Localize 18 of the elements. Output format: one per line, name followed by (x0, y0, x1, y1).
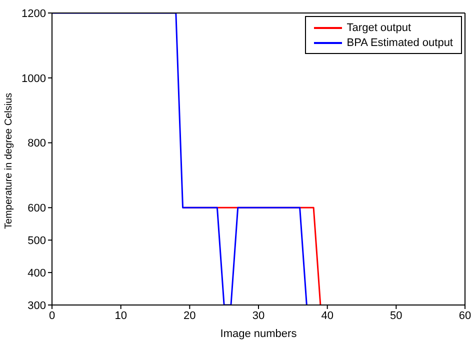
legend-label: BPA Estimated output (346, 36, 453, 48)
y-tick-label: 500 (28, 235, 46, 248)
y-axis-title: Temperature in degree Celsius (4, 92, 15, 229)
x-tick-label: 40 (321, 310, 334, 322)
x-tick-label: 30 (252, 310, 265, 322)
y-tick-label: 1000 (22, 72, 46, 85)
y-tick-label: 1200 (22, 8, 46, 20)
x-tick-label: 60 (458, 310, 472, 322)
legend-label: Target output (346, 22, 412, 34)
y-tick-label: 800 (28, 138, 46, 150)
y-tick-label: 300 (28, 300, 46, 312)
y-tick-label: 600 (28, 202, 46, 215)
x-axis-title: Image numbers (220, 328, 298, 340)
x-tick-label: 20 (184, 310, 196, 322)
y-tick-label: 400 (28, 267, 46, 280)
x-tick-label: 50 (390, 310, 402, 322)
x-tick-label: 0 (48, 310, 56, 322)
x-tick-label: 10 (114, 310, 127, 322)
